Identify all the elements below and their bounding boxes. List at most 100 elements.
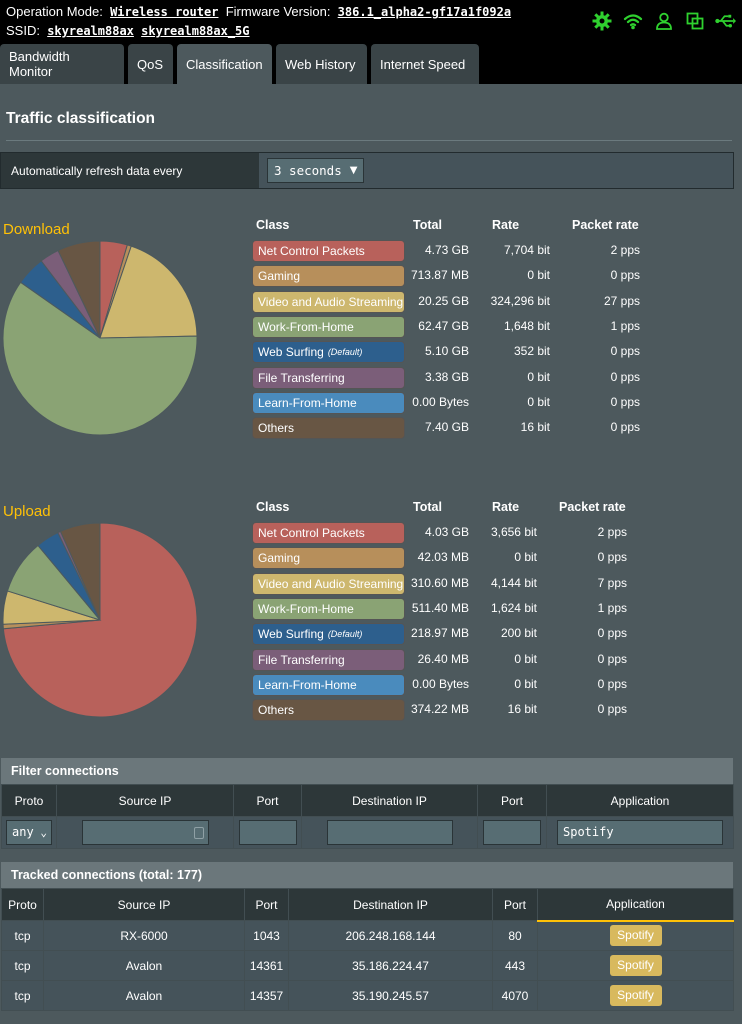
cell-total: 4.73 GB <box>424 243 469 257</box>
chevron-down-icon: ⌄ <box>40 826 47 839</box>
table-row: Video and Audio Streaming 310.60 MB 4,144 … <box>250 572 650 596</box>
cell-total: 713.87 MB <box>410 268 469 283</box>
cell-total: 511.40 MB <box>411 600 469 615</box>
cell-packet-rate: 1 pps <box>597 600 627 615</box>
tab-web-history[interactable]: Web History <box>276 44 367 84</box>
operation-mode-link[interactable]: Wireless router <box>110 5 219 19</box>
wifi-icon[interactable] <box>622 10 643 31</box>
source-port-input[interactable] <box>238 820 297 845</box>
default-tag: (Default) <box>327 347 363 358</box>
class-badge: File Transferring <box>252 366 405 389</box>
cell-dport: 80 <box>492 920 538 951</box>
class-label: Gaming <box>258 269 301 284</box>
table-row: Others 7.40 GB 16 bit 0 pps <box>250 417 650 440</box>
cell-packet-rate: 2 pps <box>597 525 627 539</box>
cell-rate: 324,296 bit <box>490 293 550 308</box>
dest-ip-input[interactable] <box>326 820 453 845</box>
cell-sport: 1043 <box>244 920 289 951</box>
cell-packet-rate: 0 pps <box>597 676 627 691</box>
class-badge: Net Control Packets <box>252 240 405 262</box>
download-label: Download <box>3 221 70 238</box>
table-row: Learn-From-Home 0.00 Bytes 0 bit 0 pps <box>250 391 650 415</box>
ssid-link-2[interactable]: skyrealm88ax_5G <box>141 24 250 38</box>
gear-icon[interactable] <box>591 10 612 31</box>
table-row: Net Control Packets 4.73 GB 7,704 bit 2 pps <box>250 240 650 263</box>
cell-packet-rate: 0 pps <box>610 344 640 359</box>
tracked-col-source-ip[interactable]: Source IP <box>43 888 245 921</box>
cell-total: 0.00 Bytes <box>412 676 469 691</box>
cell-proto: tcp <box>1 980 44 1011</box>
cell-total: 218.97 MB <box>410 626 469 641</box>
cell-rate: 0 bit <box>527 369 550 384</box>
tracked-panel-header: Tracked connections (total: 177) <box>1 862 733 888</box>
class-badge: Others <box>252 699 405 722</box>
cell-packet-rate: 0 pps <box>597 550 627 565</box>
tab-internet-speed[interactable]: Internet Speed <box>371 44 479 84</box>
top-bar: Operation Mode: Wireless router Firmware… <box>0 0 742 84</box>
user-icon[interactable] <box>653 10 674 31</box>
cell-dest-ip: 206.248.168.144 <box>288 920 493 951</box>
class-label: Learn-From-Home <box>258 395 357 410</box>
class-label: Work-From-Home <box>258 601 354 616</box>
class-label: Video and Audio Streaming <box>258 576 404 591</box>
firmware-link[interactable]: 386.1_alpha2-gf17a1f092a <box>337 5 512 19</box>
status-line-mode: Operation Mode: Wireless router Firmware… <box>6 4 511 19</box>
class-badge: Video and Audio Streaming <box>252 290 405 313</box>
filter-col-dest-ip: Destination IP <box>301 784 478 817</box>
refresh-row: Automatically refresh data every 3 secon… <box>0 152 734 189</box>
filter-input-row: any ⌄ Spotify <box>1 816 734 849</box>
class-badge: Video and Audio Streaming <box>252 572 405 595</box>
upload-col-packet-rate: Packet rate <box>559 500 626 514</box>
class-badge: File Transferring <box>252 648 405 671</box>
proto-select[interactable]: any ⌄ <box>6 820 52 845</box>
tab-bar: Bandwidth Monitor QoS Classification Web… <box>0 44 483 84</box>
cell-total: 62.47 GB <box>418 318 469 333</box>
refresh-label: Automatically refresh data every <box>1 153 259 188</box>
table-row: Web Surfing (Default) 5.10 GB 352 bit 0 pps <box>250 341 650 364</box>
cell-rate: 200 bit <box>500 626 537 641</box>
cell-rate: 1,648 bit <box>503 318 550 333</box>
table-row: tcp RX-6000 1043 206.248.168.144 80 Spot… <box>1 920 734 951</box>
class-badge: Learn-From-Home <box>252 673 405 696</box>
tracked-col-dport[interactable]: Port <box>492 888 538 921</box>
class-badge: Web Surfing (Default) <box>252 623 405 646</box>
firmware-label: Firmware Version: <box>225 4 331 19</box>
class-label: Net Control Packets <box>258 526 365 540</box>
table-row: Video and Audio Streaming 20.25 GB 324,296… <box>250 290 650 314</box>
class-badge: Learn-From-Home <box>252 391 405 414</box>
class-badge: Net Control Packets <box>252 522 405 544</box>
cell-packet-rate: 7 pps <box>597 575 627 590</box>
class-label: Others <box>258 421 295 436</box>
contact-card-icon <box>193 827 204 839</box>
source-ip-input[interactable] <box>81 820 209 845</box>
tab-qos[interactable]: QoS <box>128 44 173 84</box>
ssid-link-1[interactable]: skyrealm88ax <box>47 24 134 38</box>
filter-col-application: Application <box>546 784 734 817</box>
tracked-col-sport[interactable]: Port <box>244 888 289 921</box>
upload-col-total: Total <box>413 500 442 514</box>
tab-bandwidth-monitor[interactable]: Bandwidth Monitor <box>0 44 124 84</box>
copy-icon[interactable] <box>684 10 705 31</box>
class-label: Learn-From-Home <box>258 677 357 692</box>
tracked-col-proto[interactable]: Proto <box>1 888 44 921</box>
application-button[interactable]: Spotify <box>609 985 662 1006</box>
cell-packet-rate: 0 pps <box>610 420 640 435</box>
refresh-interval-select[interactable]: 3 seconds ▼ <box>267 158 365 183</box>
tracked-col-application[interactable]: Application <box>537 888 734 922</box>
ssid-label: SSID: <box>6 23 40 38</box>
table-row: Others 374.22 MB 16 bit 0 pps <box>250 699 650 722</box>
application-button[interactable]: Spotify <box>609 955 662 976</box>
dest-port-input[interactable] <box>483 820 541 845</box>
default-tag: (Default) <box>327 629 363 640</box>
tab-classification[interactable]: Classification <box>177 44 272 84</box>
usb-icon[interactable] <box>715 10 736 31</box>
table-row: Learn-From-Home 0.00 Bytes 0 bit 0 pps <box>250 673 650 697</box>
cell-total: 374.22 MB <box>410 702 469 717</box>
operation-mode-label: Operation Mode: <box>6 4 103 19</box>
cell-proto: tcp <box>1 950 44 981</box>
pie-slice-video-and-audio-streaming <box>99 245 198 339</box>
tracked-col-dest-ip[interactable]: Destination IP <box>288 888 493 921</box>
application-input[interactable]: Spotify <box>557 820 723 845</box>
application-button[interactable]: Spotify <box>609 925 662 947</box>
class-label: Video and Audio Streaming <box>258 294 404 309</box>
